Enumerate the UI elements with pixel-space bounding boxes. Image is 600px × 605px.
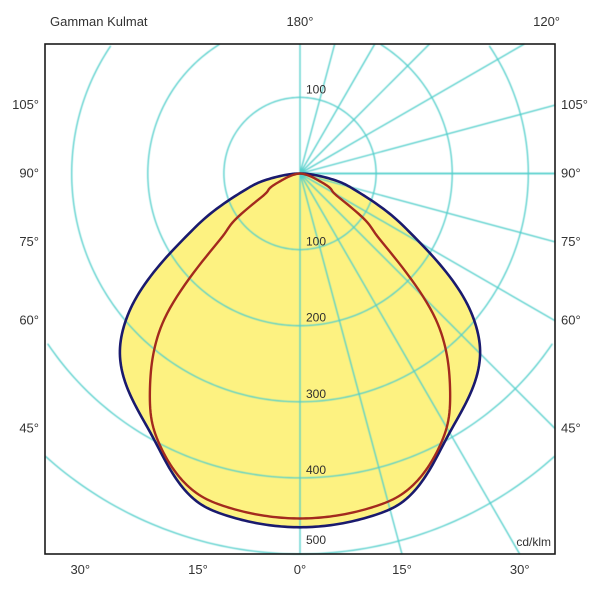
svg-text:90°: 90° (561, 166, 581, 181)
svg-text:60°: 60° (561, 313, 581, 328)
svg-text:30°: 30° (70, 562, 90, 577)
svg-text:75°: 75° (19, 234, 39, 249)
svg-text:105°: 105° (12, 97, 39, 112)
svg-text:100: 100 (306, 235, 326, 249)
svg-text:15°: 15° (392, 562, 412, 577)
svg-text:105°: 105° (561, 97, 588, 112)
svg-text:Gamman Kulmat: Gamman Kulmat (50, 14, 148, 29)
svg-text:75°: 75° (561, 234, 581, 249)
svg-text:30°: 30° (510, 562, 530, 577)
svg-text:45°: 45° (19, 421, 39, 436)
svg-text:90°: 90° (19, 166, 39, 181)
svg-text:400: 400 (306, 463, 326, 477)
svg-text:120°: 120° (533, 14, 560, 29)
svg-text:cd/klm: cd/klm (516, 535, 551, 549)
svg-text:100: 100 (306, 82, 326, 96)
svg-text:500: 500 (306, 533, 326, 547)
svg-text:180°: 180° (287, 14, 314, 29)
svg-text:200: 200 (306, 311, 326, 325)
svg-text:300: 300 (306, 387, 326, 401)
svg-text:15°: 15° (188, 562, 208, 577)
svg-text:60°: 60° (19, 313, 39, 328)
svg-text:0°: 0° (294, 562, 306, 577)
svg-text:45°: 45° (561, 421, 581, 436)
